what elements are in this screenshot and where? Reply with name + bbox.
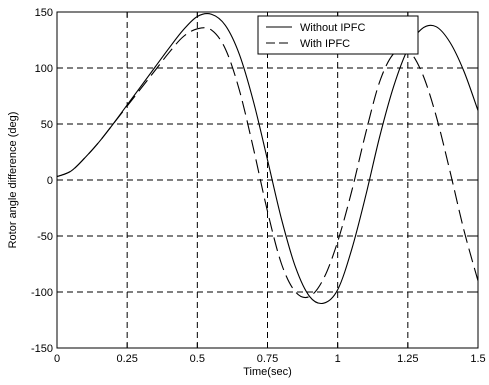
x-tick-label: 1.25 bbox=[397, 353, 418, 365]
legend-label-with-ipfc: With IPFC bbox=[300, 38, 350, 50]
y-tick-label: -150 bbox=[31, 343, 53, 355]
x-tick-label: 0.25 bbox=[116, 353, 137, 365]
axis-ticks: 0 0.25 0.5 0.75 1 1.25 1.5 -150 -100 -50 0 50 100 150 bbox=[31, 7, 486, 365]
y-tick-label: 0 bbox=[47, 175, 53, 187]
legend-label-without-ipfc: Without IPFC bbox=[300, 22, 365, 34]
y-axis-label: Rotor angle difference (deg) bbox=[7, 112, 19, 249]
y-tick-label: 100 bbox=[35, 63, 53, 75]
x-tick-label: 0.75 bbox=[257, 353, 278, 365]
y-tick-label: 150 bbox=[35, 7, 53, 19]
x-tick-label: 0.5 bbox=[190, 353, 205, 365]
y-tick-label: 50 bbox=[41, 119, 53, 131]
legend-box bbox=[257, 15, 419, 55]
x-tick-label: 1.5 bbox=[470, 353, 485, 365]
grid-lines bbox=[57, 12, 478, 348]
x-tick-label: 1 bbox=[335, 353, 341, 365]
x-tick-label: 0 bbox=[54, 353, 60, 365]
y-tick-label: -100 bbox=[31, 287, 53, 299]
legend: Without IPFC With IPFC bbox=[257, 15, 419, 55]
x-axis-label: Time(sec) bbox=[243, 366, 291, 378]
y-tick-label: -50 bbox=[37, 231, 53, 243]
